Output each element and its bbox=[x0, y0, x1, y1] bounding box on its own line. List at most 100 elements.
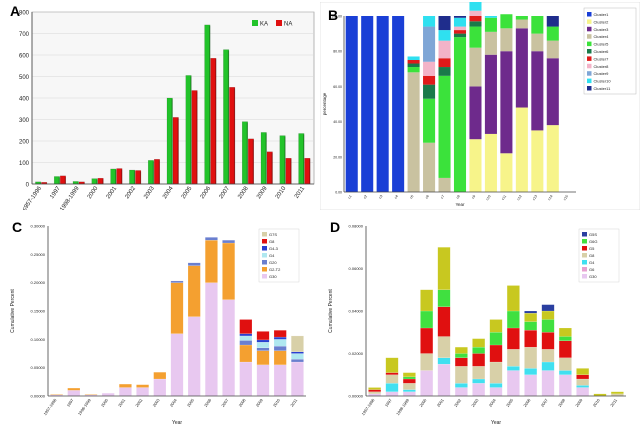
chart-b-bar-segment bbox=[453, 30, 467, 34]
chart-b-xtick-label: c4 bbox=[394, 194, 399, 199]
chart-d-bar-segment bbox=[576, 378, 590, 386]
chart-d-bar-segment bbox=[420, 327, 434, 354]
chart-d-bar-segment bbox=[402, 372, 416, 378]
chart-d-bar-segment bbox=[506, 327, 520, 350]
chart-a-ytick-label: 300 bbox=[19, 118, 30, 124]
chart-a-ytick-label: 100 bbox=[19, 161, 30, 167]
chart-c-xtick-label: 2002 bbox=[134, 397, 144, 408]
chart-b-ytick-label: 20.00 bbox=[333, 155, 342, 159]
chart-d-xtick-label: 2002 bbox=[453, 397, 463, 408]
chart-c-svg: 0.00000 0.05000 0.10000 0.15000 0.20000 0.250… bbox=[2, 212, 320, 428]
chart-b-bar-segment bbox=[531, 33, 544, 52]
chart-c-bar-segment bbox=[291, 359, 304, 363]
chart-c-bar-segment bbox=[273, 330, 287, 338]
chart-d-bar-segment bbox=[402, 378, 416, 384]
chart-c-xtick-label: 2011 bbox=[289, 397, 298, 408]
chart-d-bar-segment bbox=[402, 389, 416, 392]
chart-a-legend-swatch bbox=[276, 20, 282, 26]
chart-b-bar-segment bbox=[484, 17, 497, 32]
chart-a-bar-shade bbox=[171, 99, 173, 184]
chart-d-bar-segment bbox=[368, 389, 382, 392]
chart-b-legend-swatch bbox=[587, 63, 592, 69]
chart-a-bar-shade bbox=[133, 171, 136, 184]
chart-d-xtick-label: 2001 bbox=[436, 397, 446, 408]
chart-b-bar-segment bbox=[500, 51, 513, 154]
chart-b-xtick-label: c9 bbox=[471, 194, 476, 199]
chart-d-bar-segment bbox=[489, 361, 503, 384]
chart-d-legend-label: G5 bbox=[589, 246, 595, 251]
chart-a-bar-shade bbox=[64, 176, 66, 184]
chart-d-bar-segment bbox=[420, 353, 434, 371]
chart-d-bar-segment bbox=[506, 310, 520, 329]
chart-d-bar-segment bbox=[437, 306, 451, 337]
chart-d-xtick-label: 2008 bbox=[557, 397, 567, 408]
chart-a-bar-shade bbox=[115, 169, 117, 184]
chart-b-xtick-label: c6 bbox=[424, 194, 429, 199]
chart-d-bar-segment bbox=[454, 383, 468, 388]
chart-d-svg: 0.00000 0.02000 0.04000 0.06000 0.08000 Cumul… bbox=[320, 212, 640, 428]
chart-d-bar-segment bbox=[385, 372, 399, 375]
chart-b-legend-label: Cluster5 bbox=[594, 42, 610, 47]
chart-d-bar-segment bbox=[558, 340, 572, 358]
chart-b-xtick-label: c8 bbox=[455, 194, 460, 199]
chart-a-bar-shade bbox=[152, 161, 154, 184]
chart-c-bar-segment bbox=[256, 347, 270, 351]
chart-c-ylabel: Cumulative Percent bbox=[10, 289, 16, 333]
chart-d-bar-segment bbox=[576, 385, 590, 388]
chart-d-legend-swatch bbox=[582, 274, 587, 279]
chart-b-xtick-label: c2 bbox=[363, 194, 368, 199]
chart-a-bar-shade bbox=[58, 177, 60, 184]
chart-b-ytick-label: 40.00 bbox=[333, 120, 342, 124]
chart-a-bar-shade bbox=[303, 134, 305, 184]
chart-b-ytick-label: 100.00 bbox=[331, 15, 342, 19]
chart-c-xtick-label: 2000 bbox=[100, 397, 110, 408]
chart-panel-b: 0.00 20.00 40.00 60.00 80.00 100.00 percentage… bbox=[320, 2, 640, 210]
chart-b-bar-segment bbox=[438, 67, 451, 76]
chart-b-legend-swatch bbox=[587, 78, 592, 84]
chart-d-ytick-label: 0.08000 bbox=[349, 224, 364, 229]
chart-d-xtick-label: 2004 bbox=[488, 397, 498, 408]
chart-d-bar-segment bbox=[541, 349, 555, 363]
chart-d-bar-segment bbox=[558, 336, 572, 341]
chart-b-bar-segment bbox=[484, 54, 497, 134]
chart-d-xtick-label: 2009 bbox=[574, 397, 584, 408]
chart-d-ytick-label: 0.02000 bbox=[349, 351, 364, 356]
chart-a-bar-shade bbox=[246, 122, 248, 184]
chart-d-bar-segment bbox=[524, 312, 538, 322]
chart-a-bar-shade bbox=[227, 50, 230, 184]
chart-d-bar-segment bbox=[437, 357, 451, 365]
chart-c-bar-segment bbox=[291, 335, 304, 352]
chart-c-bar-segment bbox=[239, 344, 253, 363]
chart-c-bar-segment bbox=[273, 364, 287, 397]
chart-c-ytick-label: 0.15000 bbox=[31, 309, 46, 314]
chart-c-ytick-label: 0.25000 bbox=[31, 252, 46, 257]
chart-b-bar-segment bbox=[515, 19, 528, 29]
chart-c-bar-segment bbox=[222, 242, 235, 300]
chart-a-bar-shade bbox=[252, 139, 254, 184]
chart-b-xtick-label: c15 bbox=[563, 194, 570, 201]
chart-c-xtick-label: 2007 bbox=[220, 397, 230, 408]
chart-d-bar-segment bbox=[368, 387, 382, 390]
chart-c-bar-segment bbox=[239, 319, 253, 334]
chart-d-xtick-label: 2003 bbox=[470, 397, 480, 408]
chart-b-bar-segment bbox=[546, 26, 559, 41]
chart-a-bar-shade bbox=[39, 182, 42, 184]
chart-d-bar-segment bbox=[558, 327, 572, 337]
chart-a-bar-shade bbox=[83, 182, 85, 184]
chart-b-ylabel: percentage bbox=[322, 92, 327, 115]
chart-a-bar-shade bbox=[196, 91, 198, 184]
chart-b-xtick-label: c13 bbox=[532, 194, 539, 201]
chart-c-bar-segment bbox=[239, 333, 253, 337]
chart-d-bar-segment bbox=[576, 374, 590, 380]
chart-d-bar-segment bbox=[402, 376, 416, 380]
chart-b-legend-swatch bbox=[587, 49, 592, 54]
chart-d-bar-segment bbox=[472, 346, 486, 354]
chart-c-xtick-label: 2003 bbox=[151, 397, 161, 408]
chart-c-bar-segment bbox=[256, 350, 270, 365]
chart-b-legend-swatch bbox=[587, 86, 592, 91]
chart-d-bar-segment bbox=[489, 387, 503, 397]
chart-a-bar-shade bbox=[215, 59, 217, 184]
chart-b-bar-segment bbox=[407, 60, 420, 64]
chart-c-bar-segment bbox=[101, 393, 115, 397]
